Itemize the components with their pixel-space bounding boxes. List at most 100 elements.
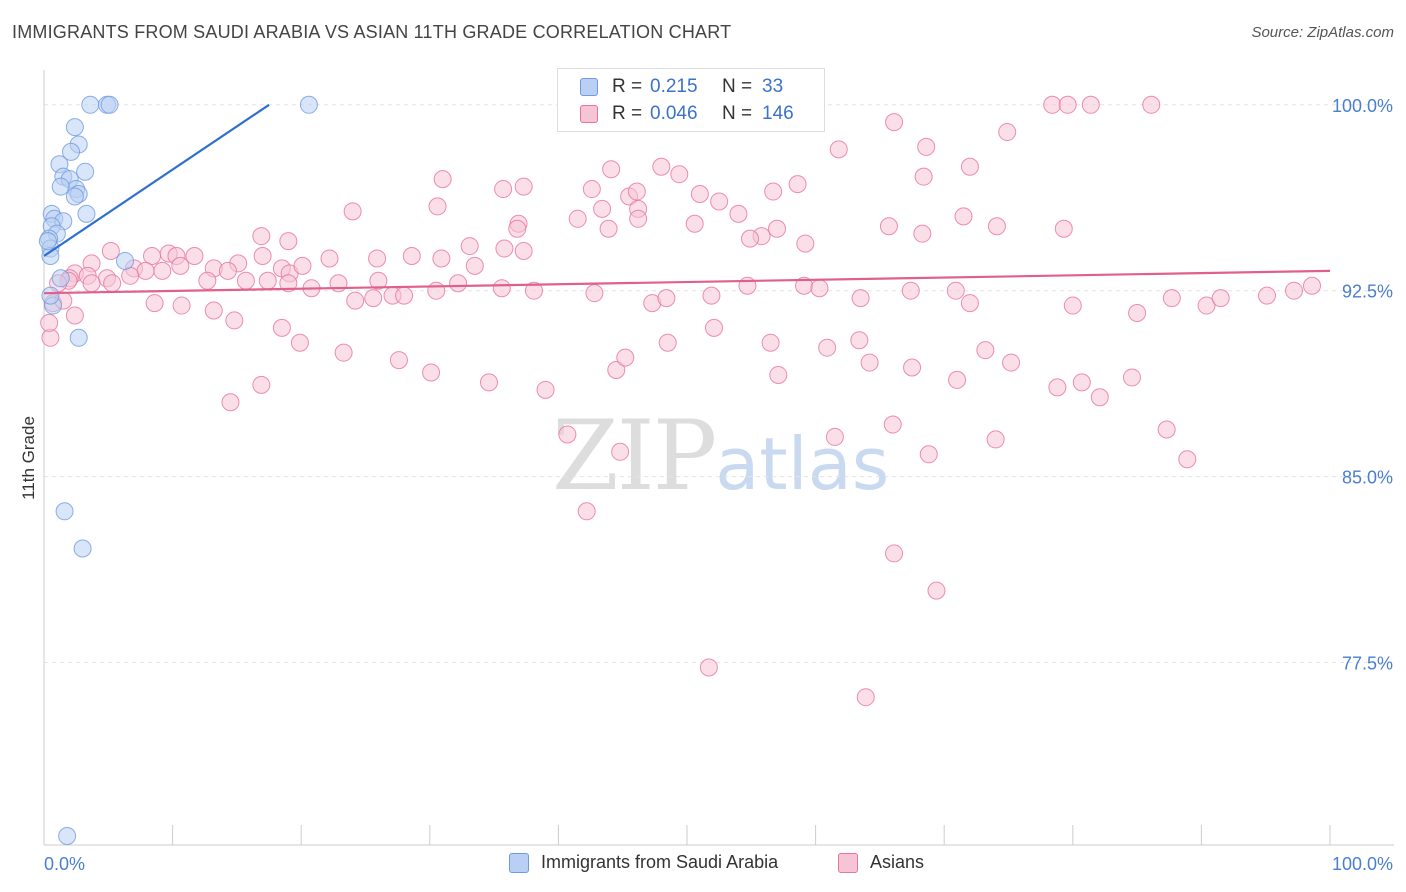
asians-point — [788, 175, 807, 194]
asians-point — [593, 199, 612, 218]
asians-n-label: N = — [722, 103, 753, 124]
asians-point — [1054, 219, 1073, 238]
asians-point — [818, 338, 837, 357]
saudi-point — [38, 232, 57, 251]
asians-point — [41, 328, 60, 347]
asians-point — [395, 286, 414, 305]
watermark: ZIPatlas — [552, 400, 889, 512]
asians-point — [252, 375, 271, 394]
asians-point — [236, 271, 255, 290]
asians-point — [1157, 420, 1176, 439]
asians-point — [850, 331, 869, 350]
asians-point — [946, 281, 965, 300]
asians-point — [334, 343, 353, 362]
legend-item-asians: Asians — [838, 852, 924, 873]
asians-point — [422, 363, 441, 382]
asians-point — [948, 370, 967, 389]
saudi-point — [65, 118, 84, 137]
asians-point — [913, 224, 932, 243]
saudi-point — [116, 251, 135, 270]
asians-point — [465, 256, 484, 275]
asians-point — [172, 296, 191, 315]
asians-point — [602, 160, 621, 179]
asians-point — [1048, 378, 1067, 397]
asians-point — [829, 140, 848, 159]
asians-point — [1142, 95, 1161, 114]
asians-point — [101, 242, 120, 261]
asians-point — [585, 284, 604, 303]
saudi-point — [100, 95, 119, 114]
asians-point — [917, 137, 936, 156]
asians-r-value: 0.046 — [650, 103, 698, 124]
asians-point — [514, 242, 533, 261]
asians-point — [670, 165, 689, 184]
asians-point — [279, 232, 298, 251]
asians-point — [524, 281, 543, 300]
asians-point — [729, 204, 748, 223]
asians-point — [599, 219, 618, 238]
asians-point — [204, 301, 223, 320]
stats-legend-row-saudi: R = 0.215 N = 33 — [580, 74, 783, 100]
asians-point — [460, 237, 479, 256]
saudi-point — [69, 328, 88, 347]
asians-point — [856, 688, 875, 707]
asians-point — [1002, 353, 1021, 372]
y-tick-label: 85.0% — [1342, 468, 1393, 488]
asians-trend-line — [43, 269, 1331, 295]
saudi-point — [77, 204, 96, 223]
asians-point — [883, 415, 902, 434]
asians-point — [402, 246, 421, 265]
asians-point — [153, 261, 172, 280]
asians-point — [860, 353, 879, 372]
legend-saudi-label: Immigrants from Saudi Arabia — [541, 852, 779, 872]
asians-point — [171, 256, 190, 275]
asians-point — [40, 313, 59, 332]
asians-point — [960, 294, 979, 313]
asians-point — [514, 177, 533, 196]
asians-point — [998, 123, 1017, 142]
asians-point — [851, 289, 870, 308]
asians-point — [252, 227, 271, 246]
asians-point — [629, 209, 648, 228]
asians-point — [769, 365, 788, 384]
legend-item-saudi: Immigrants from Saudi Arabia — [509, 852, 778, 873]
asians-point — [1211, 289, 1230, 308]
asians-point — [825, 427, 844, 446]
asians-point — [198, 271, 217, 290]
asians-point — [657, 289, 676, 308]
asians-point — [710, 192, 729, 211]
asians-point — [1257, 286, 1276, 305]
asians-point — [1284, 281, 1303, 300]
asians-point — [346, 291, 365, 310]
y-axis-label: 11th Grade — [19, 416, 38, 500]
asians-point — [987, 217, 1006, 236]
asians-point — [903, 358, 922, 377]
asians-point — [879, 217, 898, 236]
saudi-point — [51, 177, 70, 196]
asians-point — [1122, 368, 1141, 387]
x-tick-label-min: 0.0% — [44, 854, 85, 874]
asians-point — [272, 318, 291, 337]
x-tick-label-max: 100.0% — [1332, 854, 1393, 874]
saudi-point — [65, 187, 84, 206]
stats-legend-row-asians: R = 0.046 N = 146 — [580, 101, 794, 127]
asians-point — [1058, 95, 1077, 114]
asians-n-value: 146 — [762, 103, 794, 124]
saudi-point — [55, 502, 74, 521]
asians-point — [652, 157, 671, 176]
asians-point — [1043, 95, 1062, 114]
saudi-point — [299, 95, 318, 114]
asians-point — [290, 333, 309, 352]
saudi-r-value: 0.215 — [650, 76, 698, 97]
asians-point — [658, 333, 677, 352]
asians-point — [432, 249, 451, 268]
y-tick-label: 100.0% — [1332, 96, 1393, 116]
asians-point — [65, 306, 84, 325]
asians-point — [768, 219, 787, 238]
asians-point — [764, 182, 783, 201]
saudi-r-label: R = — [612, 76, 643, 97]
watermark-zip: ZIP — [552, 400, 717, 512]
chart-title: IMMIGRANTS FROM SAUDI ARABIA VS ASIAN 11… — [12, 22, 732, 42]
asians-point — [702, 286, 721, 305]
asians-point — [136, 261, 155, 280]
